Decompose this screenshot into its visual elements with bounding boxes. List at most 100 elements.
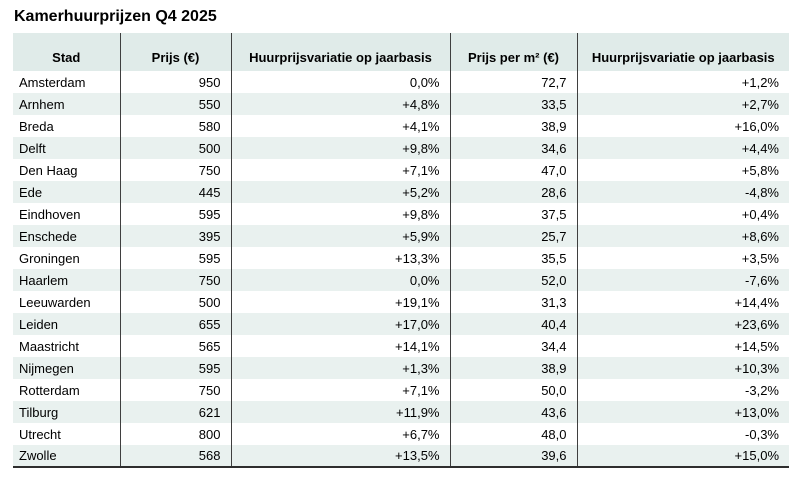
cell-prijs-per-m2: 34,4	[449, 335, 577, 357]
table-header-row: Stad Prijs (€) Huurprijsvariatie op jaar…	[13, 33, 789, 71]
cell-prijs-per-m2: 50,0	[449, 379, 577, 401]
cell-prijs-per-m2: 31,3	[449, 291, 577, 313]
cell-prijs: 595	[119, 247, 231, 269]
cell-prijs-per-m2: 37,5	[449, 203, 577, 225]
cell-prijs: 500	[119, 137, 231, 159]
cell-huurvariatie-m2: +3,5%	[576, 247, 789, 269]
cell-prijs: 595	[119, 357, 231, 379]
cell-prijs: 655	[119, 313, 231, 335]
table-row: Tilburg 621 +11,9% 43,6 +13,0%	[13, 401, 789, 423]
page-title: Kamerhuurprijzen Q4 2025	[14, 8, 217, 25]
cell-prijs: 595	[119, 203, 231, 225]
cell-stad: Delft	[13, 137, 120, 159]
cell-prijs-per-m2: 47,0	[449, 159, 577, 181]
table-row: Den Haag 750 +7,1% 47,0 +5,8%	[13, 159, 789, 181]
cell-stad: Groningen	[19, 250, 80, 266]
cell-prijs: 395	[119, 225, 231, 247]
column-header-prijs-per-m2: Prijs per m² (€)	[449, 33, 577, 71]
cell-huurvariatie: +7,1%	[230, 159, 450, 181]
cell-stad: Nijmegen	[13, 357, 120, 379]
cell-stad: Enschede	[13, 225, 120, 247]
cell-huurvariatie-m2: -4,8%	[576, 181, 789, 203]
table-row: Enschede 395 +5,9% 25,7 +8,6%	[13, 225, 789, 247]
cell-huurvariatie: +17,0%	[230, 313, 450, 335]
cell-huurvariatie-m2: +8,6%	[576, 225, 789, 247]
cell-prijs-per-m2: 38,9	[449, 357, 577, 379]
cell-prijs: 621	[119, 401, 231, 423]
cell-huurvariatie-m2: +14,5%	[576, 335, 789, 357]
cell-huurvariatie-m2: +13,0%	[576, 401, 789, 423]
table-row: Amsterdam 950 0,0% 72,7 +1,2%	[13, 71, 789, 93]
cell-huurvariatie: +19,1%	[230, 291, 450, 313]
cell-huurvariatie: +7,1%	[230, 379, 450, 401]
cell-stad: Amsterdam	[19, 74, 86, 90]
cell-prijs: 750	[119, 269, 231, 291]
cell-stad: Leiden	[13, 313, 120, 335]
cell-huurvariatie-m2: +0,4%	[576, 203, 789, 225]
cell-huurvariatie-m2: +4,4%	[576, 137, 789, 159]
cell-stad: Arnhem	[13, 93, 120, 115]
cell-huurvariatie-m2: -7,6%	[576, 269, 789, 291]
cell-prijs-per-m2: 28,6	[449, 181, 577, 203]
cell-prijs-per-m2: 35,5	[449, 247, 577, 269]
cell-prijs-per-m2: 39,6	[449, 445, 577, 467]
cell-prijs: 800	[119, 423, 231, 445]
table-row: Eindhoven 595 +9,8% 37,5 +0,4%	[13, 203, 789, 225]
cell-huurvariatie-m2: +10,3%	[576, 357, 789, 379]
cell-prijs: 750	[119, 159, 231, 181]
table-row: Groningen 595 +13,3% 35,5 +3,5%	[13, 247, 789, 269]
cell-stad: Leeuwarden	[19, 294, 91, 310]
column-header-prijs: Prijs (€)	[119, 33, 231, 71]
cell-prijs: 445	[119, 181, 231, 203]
table-row: Nijmegen 595 +1,3% 38,9 +10,3%	[13, 357, 789, 379]
cell-prijs-per-m2: 33,5	[449, 93, 577, 115]
cell-huurvariatie-m2: -0,3%	[576, 423, 789, 445]
cell-huurvariatie: 0,0%	[230, 71, 450, 93]
cell-prijs-per-m2: 40,4	[449, 313, 577, 335]
cell-prijs-per-m2: 52,0	[449, 269, 577, 291]
table-row: Zwolle 568 +13,5% 39,6 +15,0%	[13, 445, 789, 467]
cell-stad: Den Haag	[19, 162, 78, 178]
cell-prijs: 580	[119, 115, 231, 137]
table-row: Maastricht 565 +14,1% 34,4 +14,5%	[13, 335, 789, 357]
cell-stad: Zwolle	[13, 445, 120, 467]
cell-huurvariatie: +9,8%	[230, 203, 450, 225]
cell-prijs-per-m2: 72,7	[449, 71, 577, 93]
table-row: Leiden 655 +17,0% 40,4 +23,6%	[13, 313, 789, 335]
cell-huurvariatie-m2: +15,0%	[576, 445, 789, 467]
cell-huurvariatie-m2: -3,2%	[576, 379, 789, 401]
table-row: Leeuwarden 500 +19,1% 31,3 +14,4%	[13, 291, 789, 313]
table-row: Delft 500 +9,8% 34,6 +4,4%	[13, 137, 789, 159]
cell-prijs-per-m2: 48,0	[449, 423, 577, 445]
cell-prijs-per-m2: 38,9	[449, 115, 577, 137]
cell-stad: Rotterdam	[19, 382, 80, 398]
cell-huurvariatie: +5,9%	[230, 225, 450, 247]
table-body: Amsterdam 950 0,0% 72,7 +1,2% Arnhem 550 +4,8% 3…	[13, 71, 789, 467]
cell-prijs-per-m2: 34,6	[449, 137, 577, 159]
cell-huurvariatie-m2: +14,4%	[576, 291, 789, 313]
cell-stad: Haarlem	[13, 269, 120, 291]
cell-huurvariatie: 0,0%	[230, 269, 450, 291]
cell-huurvariatie-m2: +1,2%	[576, 71, 789, 93]
cell-huurvariatie: +11,9%	[230, 401, 450, 423]
table-row: Breda 580 +4,1% 38,9 +16,0%	[13, 115, 789, 137]
cell-huurvariatie-m2: +23,6%	[576, 313, 789, 335]
cell-stad: Utrecht	[19, 426, 61, 442]
cell-huurvariatie-m2: +2,7%	[576, 93, 789, 115]
cell-huurvariatie: +4,8%	[230, 93, 450, 115]
cell-prijs: 750	[119, 379, 231, 401]
cell-prijs-per-m2: 25,7	[449, 225, 577, 247]
column-header-huurvariatie-m2: Huurprijsvariatie op jaarbasis	[576, 33, 789, 71]
cell-huurvariatie-m2: +16,0%	[576, 115, 789, 137]
cell-prijs-per-m2: 43,6	[449, 401, 577, 423]
cell-huurvariatie: +13,5%	[230, 445, 450, 467]
cell-stad: Tilburg	[13, 401, 120, 423]
table-row: Rotterdam 750 +7,1% 50,0 -3,2%	[13, 379, 789, 401]
rent-prices-table: Stad Prijs (€) Huurprijsvariatie op jaar…	[13, 33, 789, 468]
cell-stad: Ede	[13, 181, 120, 203]
cell-huurvariatie: +13,3%	[230, 247, 450, 269]
column-header-stad: Stad	[13, 33, 120, 71]
table-row: Utrecht 800 +6,7% 48,0 -0,3%	[13, 423, 789, 445]
cell-prijs: 550	[119, 93, 231, 115]
table-row: Ede 445 +5,2% 28,6 -4,8%	[13, 181, 789, 203]
